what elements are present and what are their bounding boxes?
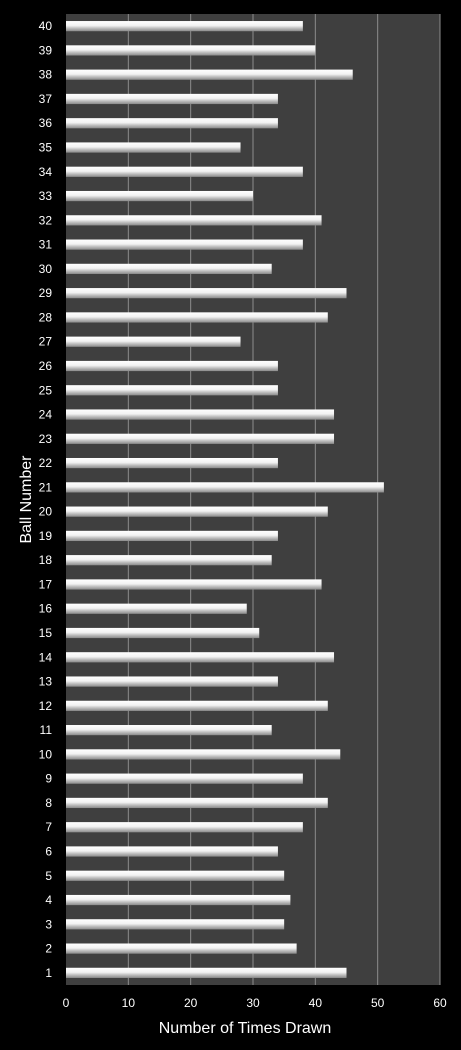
- y-tick-label: 27: [39, 335, 53, 349]
- y-tick-label: 1: [45, 966, 52, 980]
- bar-ball-37: [66, 93, 278, 105]
- bar-ball-25: [66, 385, 278, 396]
- x-tick-label: 30: [246, 996, 260, 1010]
- bar-ball-17: [66, 579, 322, 590]
- bar-ball-9: [66, 773, 303, 784]
- y-tick-label: 6: [45, 844, 52, 858]
- bar-ball-26: [66, 360, 278, 372]
- bar-ball-34: [66, 166, 303, 177]
- x-tick-label: 40: [309, 996, 323, 1010]
- bar-ball-7: [66, 822, 303, 833]
- y-tick-label: 5: [45, 869, 52, 883]
- bars: [66, 21, 384, 978]
- y-tick-label: 17: [39, 577, 53, 591]
- y-tick-label: 35: [39, 141, 53, 155]
- y-tick-label: 15: [39, 626, 53, 640]
- bar-ball-18: [66, 555, 272, 566]
- bar-ball-1: [66, 967, 347, 978]
- y-tick-label: 37: [39, 92, 53, 106]
- bar-ball-28: [66, 312, 328, 323]
- bar-ball-16: [66, 603, 247, 614]
- bar-ball-8: [66, 797, 328, 809]
- bar-ball-30: [66, 263, 272, 274]
- y-tick-label: 11: [40, 723, 53, 737]
- y-tick-label: 33: [39, 189, 53, 203]
- bar-ball-19: [66, 530, 278, 542]
- bar-ball-3: [66, 919, 285, 930]
- bar-ball-27: [66, 336, 241, 347]
- y-tick-label: 23: [39, 432, 53, 446]
- y-axis-title: Ball Number: [18, 455, 35, 544]
- y-tick-label: 28: [39, 310, 53, 324]
- bar-ball-11: [66, 725, 272, 736]
- y-tick-label: 39: [39, 43, 53, 57]
- y-tick-label: 32: [39, 213, 53, 227]
- y-tick-label: 19: [39, 529, 53, 543]
- y-axis-tick-labels: 1234567891011121314151617181920212223242…: [39, 19, 53, 980]
- bar-ball-38: [66, 69, 353, 80]
- x-tick-label: 50: [371, 996, 385, 1010]
- y-tick-label: 16: [39, 602, 53, 616]
- bar-ball-22: [66, 457, 278, 469]
- x-axis-title: Number of Times Drawn: [159, 1020, 332, 1037]
- bar-ball-31: [66, 239, 303, 250]
- x-tick-label: 0: [63, 996, 70, 1010]
- bar-ball-21: [66, 482, 384, 493]
- y-tick-label: 9: [45, 772, 52, 786]
- y-tick-label: 31: [39, 238, 53, 252]
- bar-ball-39: [66, 45, 316, 56]
- y-tick-label: 34: [39, 165, 53, 179]
- x-tick-label: 20: [184, 996, 198, 1010]
- y-tick-label: 2: [45, 942, 52, 956]
- y-tick-label: 21: [39, 480, 53, 494]
- bar-ball-23: [66, 433, 335, 444]
- y-tick-label: 10: [39, 747, 53, 761]
- y-tick-label: 25: [39, 383, 53, 397]
- bar-ball-24: [66, 409, 335, 420]
- y-tick-label: 22: [39, 456, 53, 470]
- bar-ball-13: [66, 676, 278, 687]
- bar-ball-40: [66, 21, 303, 32]
- bar-ball-4: [66, 894, 291, 906]
- bar-ball-14: [66, 652, 335, 663]
- bar-ball-12: [66, 700, 328, 711]
- y-tick-label: 14: [39, 650, 53, 664]
- bar-ball-2: [66, 943, 297, 954]
- bar-ball-36: [66, 118, 278, 129]
- bar-ball-20: [66, 506, 328, 517]
- bar-ball-5: [66, 870, 285, 881]
- bar-ball-35: [66, 142, 241, 153]
- y-tick-label: 13: [39, 675, 53, 689]
- bar-ball-32: [66, 215, 322, 226]
- y-tick-label: 40: [39, 19, 53, 33]
- bar-ball-29: [66, 288, 347, 299]
- y-tick-label: 3: [45, 917, 52, 931]
- x-axis-tick-labels: 0 10 20 30 40 50 60: [63, 996, 447, 1010]
- x-tick-label: 60: [433, 996, 447, 1010]
- bar-ball-33: [66, 190, 253, 202]
- x-tick-label: 10: [122, 996, 136, 1010]
- bar-ball-6: [66, 846, 278, 857]
- y-tick-label: 12: [39, 699, 53, 713]
- y-tick-label: 26: [39, 359, 53, 373]
- y-tick-label: 8: [45, 796, 52, 810]
- y-tick-label: 30: [39, 262, 53, 276]
- y-tick-label: 36: [39, 116, 53, 130]
- y-tick-label: 24: [39, 408, 53, 422]
- y-tick-label: 38: [39, 68, 53, 82]
- bar-ball-15: [66, 627, 260, 639]
- y-tick-label: 18: [39, 553, 53, 567]
- bar-ball-10: [66, 749, 341, 760]
- y-tick-label: 20: [39, 505, 53, 519]
- y-tick-label: 29: [39, 286, 53, 300]
- y-tick-label: 7: [45, 820, 52, 834]
- y-tick-label: 4: [45, 893, 52, 907]
